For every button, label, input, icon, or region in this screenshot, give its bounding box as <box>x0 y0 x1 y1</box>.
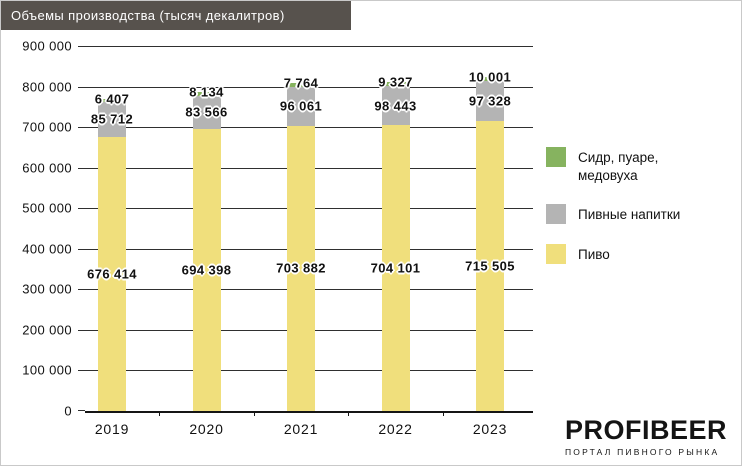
y-axis-label: 900 000 <box>22 38 72 54</box>
value-label-пиво: 703 882 <box>276 260 326 276</box>
legend-label: Пиво <box>578 247 610 263</box>
y-axis-tick <box>78 370 85 372</box>
value-label-сидр-пуаре-медовуха: 10 001 <box>468 69 512 85</box>
value-label-пивные-напитки: 83 566 <box>185 104 228 120</box>
value-label-пивные-напитки: 98 443 <box>374 98 417 113</box>
y-axis-tick <box>78 127 85 129</box>
value-label-сидр-пуаре-медовуха: 7 764 <box>283 75 319 91</box>
legend: Сидр, пуаре, медовуха Пивные напитки Пиво <box>546 147 681 265</box>
brand-footer: PROFIBEER ПОРТАЛ ПИВНОГО РЫНКА <box>564 415 727 458</box>
brand-logo: PROFIBEER <box>564 415 727 445</box>
value-label-пиво: 694 398 <box>181 262 232 278</box>
bar-segment-пиво <box>287 125 315 411</box>
chart-title: Объемы производства (тысяч декалитров) <box>11 8 285 23</box>
value-label-пивные-напитки: 97 328 <box>468 93 512 109</box>
x-axis-label: 2023 <box>472 421 508 437</box>
bar-segment-пивные-напитки <box>476 81 504 121</box>
x-axis-line <box>85 411 533 413</box>
bar-segment-пиво <box>476 120 504 411</box>
x-axis-tick <box>159 411 161 416</box>
y-axis-label: 500 000 <box>22 200 72 216</box>
y-axis-label: 100 000 <box>22 362 72 378</box>
bar-segment-пиво <box>381 125 410 411</box>
bar-segment-сидр-пуаре-медовуха <box>476 77 504 82</box>
bar-segment-пивные-напитки <box>381 85 410 126</box>
legend-swatch <box>546 204 566 225</box>
y-axis-label: 600 000 <box>22 160 72 176</box>
bar-segment-пивные-напитки <box>192 95 221 130</box>
gridline <box>85 46 533 47</box>
legend-swatch <box>546 244 566 265</box>
value-label-пивные-напитки: 96 061 <box>279 98 323 114</box>
y-axis-tick <box>78 46 85 47</box>
bar-segment-сидр-пуаре-медовуха <box>192 92 221 96</box>
legend-item-пивные-напитки: Пивные напитки <box>546 204 681 225</box>
bar-segment-пиво <box>192 129 221 411</box>
value-label-пиво: 704 101 <box>370 260 421 276</box>
bar-segment-пивные-напитки <box>98 101 126 137</box>
value-label-сидр-пуаре-медовуха: 6 407 <box>94 91 130 107</box>
x-axis-label: 2019 <box>94 421 130 437</box>
y-axis-tick <box>78 248 85 250</box>
y-axis-tick <box>78 167 85 169</box>
y-axis-label: 200 000 <box>22 322 72 338</box>
y-axis-label: 400 000 <box>22 241 72 257</box>
bar-segment-сидр-пуаре-медовуха <box>98 99 126 102</box>
value-label-сидр-пуаре-медовуха: 8 134 <box>189 84 224 100</box>
chart-title-bar: Объемы производства (тысяч декалитров) <box>1 1 351 30</box>
legend-item-пиво: Пиво <box>546 244 680 265</box>
bar-segment-пивные-напитки <box>287 86 315 126</box>
x-axis-label: 2020 <box>189 421 224 437</box>
value-label-пиво: 715 505 <box>465 258 515 274</box>
y-axis-label: 700 000 <box>22 119 72 135</box>
bar-segment-сидр-пуаре-медовуха <box>381 81 410 86</box>
plot-area: 0 100 000 200 000 300 000 400 000 500 000 600 … <box>22 39 533 437</box>
legend-swatch <box>546 147 566 167</box>
x-axis-tick <box>253 411 255 416</box>
x-axis-tick <box>348 411 350 416</box>
x-axis-label: 2022 <box>378 421 413 437</box>
bar-segment-пиво <box>98 136 126 411</box>
y-axis-tick <box>78 329 85 331</box>
legend-label: Сидр, пуаре, медовуха <box>578 150 659 183</box>
bar-segment-сидр-пуаре-медовуха <box>287 83 315 87</box>
y-axis-tick <box>78 410 85 411</box>
brand-tagline: ПОРТАЛ ПИВНОГО РЫНКА <box>564 447 720 457</box>
y-axis-tick <box>78 86 85 88</box>
y-axis-tick <box>78 208 85 210</box>
value-label-сидр-пуаре-медовуха: 9 327 <box>378 74 413 90</box>
y-axis-label: 800 000 <box>22 79 72 95</box>
value-label-пиво: 676 414 <box>87 266 137 282</box>
value-label-пивные-напитки: 85 712 <box>90 111 134 127</box>
y-axis-label: 0 <box>64 403 72 419</box>
y-axis-label: 300 000 <box>22 281 72 297</box>
y-axis-tick <box>78 289 85 291</box>
x-axis-label: 2021 <box>283 421 319 437</box>
legend-item-сидр-пуаре: Сидр, пуаре, медовуха <box>546 147 680 184</box>
x-axis-tick <box>442 411 444 416</box>
legend-label: Пивные напитки <box>578 207 681 223</box>
